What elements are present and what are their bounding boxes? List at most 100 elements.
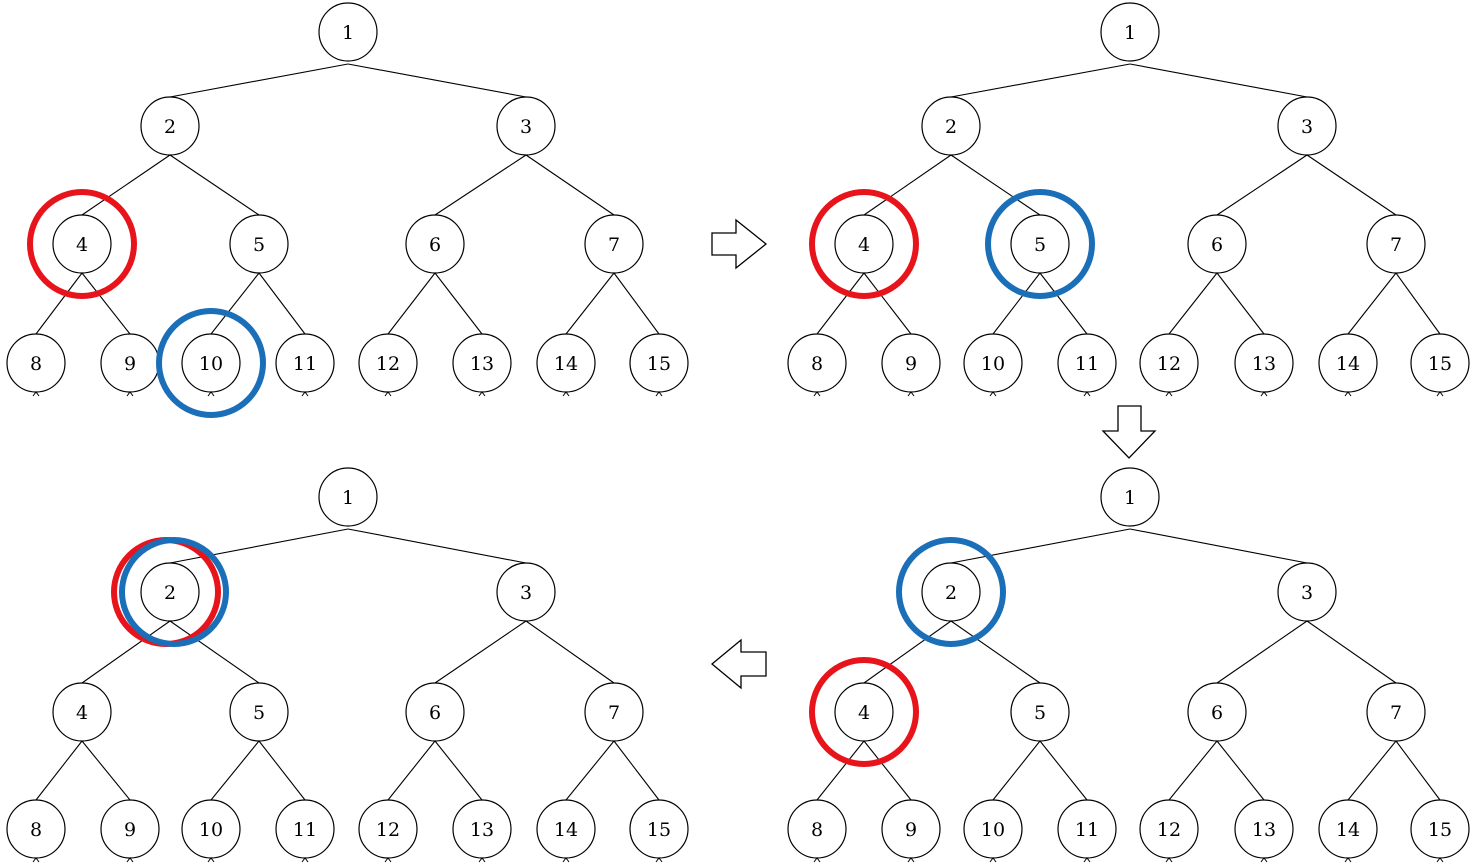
tree-node: 9 [881,333,941,393]
tree-edge [81,740,131,801]
node-label: 10 [981,819,1005,841]
tree-edge [169,63,349,98]
tree-edge [863,740,912,801]
node-label: 6 [429,234,441,256]
node-circle [536,333,596,393]
node-circle [140,96,200,156]
node-circle [318,2,378,62]
tree-edge [950,528,1131,564]
tree-node: 5 [1010,214,1070,274]
node-label: 9 [124,353,136,375]
tree-edge [992,740,1041,801]
tree-node: 12 [358,799,418,859]
tree-edges [32,63,663,397]
node-circle [496,96,556,156]
arrow-right-icon [711,218,768,270]
node-label: 6 [1211,702,1223,724]
node-label: 8 [811,819,823,841]
node-circle [229,682,289,742]
node-circle [52,214,112,274]
tree-node: 11 [1057,799,1117,859]
tree-node: 7 [1366,214,1426,274]
node-circle [921,96,981,156]
tree-node: 14 [1318,799,1378,859]
node-label: 13 [1252,819,1276,841]
tree-node: 3 [496,562,556,622]
tree-node: 1 [1100,467,1160,527]
tree-node: 3 [1277,96,1337,156]
node-circle [1410,333,1470,393]
node-label: 1 [342,487,354,509]
node-label: 8 [811,353,823,375]
tree-bottom-left: 12 34 5 6 78 9 10 11 12 13 14 15 [6,467,689,863]
node-circle [52,682,112,742]
tree-edge [35,740,83,801]
tree-edge [347,63,527,98]
node-circle [1010,682,1070,742]
node-circle [229,214,289,274]
leaf-stub [655,391,663,397]
tree-node: 13 [452,333,512,393]
node-circle [1318,333,1378,393]
node-label: 4 [858,234,870,256]
tree-edge [1168,272,1218,335]
node-circle [834,214,894,274]
node-circle [1187,682,1247,742]
node-circle [1010,214,1070,274]
tree-edge [1216,740,1265,801]
node-circle [1277,562,1337,622]
leaf-stub [32,391,40,397]
node-label: 4 [76,234,88,256]
highlight-rings [809,537,1006,767]
tree-node: 12 [1139,333,1199,393]
tree-node: 13 [1234,799,1294,859]
leaf-stub [478,391,486,397]
tree-edge [1039,740,1088,801]
node-circle [1366,214,1426,274]
node-circle [452,333,512,393]
tree-edge [1306,620,1397,684]
node-label: 6 [1211,234,1223,256]
node-circle [452,799,512,859]
tree-node: 5 [1010,682,1070,742]
tree-edge [1395,740,1441,801]
node-circle [1318,799,1378,859]
tree-edge [1216,154,1308,216]
node-circle [921,562,981,622]
tree-node: 2 [921,562,981,622]
tree-edge [992,272,1041,335]
node-label: 6 [429,702,441,724]
node-label: 7 [608,234,620,256]
leaf-stub [813,391,821,397]
node-circle [358,333,418,393]
node-label: 13 [470,353,494,375]
tree-edge [1168,740,1218,801]
leaf-stub [907,391,915,397]
node-circle [536,799,596,859]
tree-node: 8 [6,799,66,859]
node-label: 10 [981,353,1005,375]
node-circle [181,799,241,859]
tree-node: 4 [834,682,894,742]
node-circle [358,799,418,859]
node-label: 4 [76,702,88,724]
node-circle [1139,333,1199,393]
node-label: 3 [1301,116,1313,138]
highlight-rings [809,189,1095,299]
tree-edge [1129,528,1308,564]
tree-edge [387,740,436,801]
node-circle [318,467,378,527]
tree-edge [950,154,1041,216]
tree-node: 6 [1187,682,1247,742]
node-label: 11 [1075,819,1099,841]
node-label: 10 [199,819,223,841]
tree-edge [1306,154,1397,216]
tree-edge [816,272,865,335]
arrow-left-icon [710,638,767,690]
node-label: 15 [1428,819,1452,841]
red-highlight-ring [809,657,919,767]
tree-edge [565,740,615,801]
leaf-stub [384,391,392,397]
tree-edge [169,154,260,216]
node-label: 1 [342,22,354,44]
